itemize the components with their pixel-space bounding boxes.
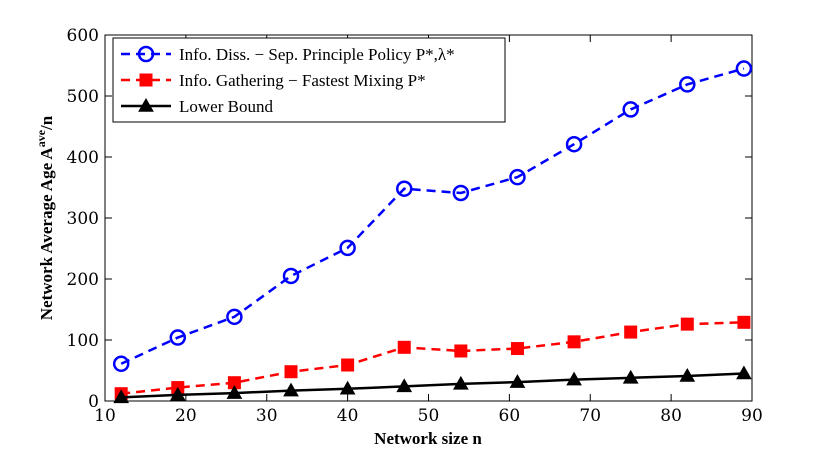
data-point-circle <box>226 308 243 326</box>
legend-label: Info. Gathering − Fastest Mixing P* <box>179 71 426 90</box>
data-point-triangle <box>283 382 299 397</box>
series-1 <box>112 60 753 373</box>
legend-item-2: Info. Gathering − Fastest Mixing P* <box>121 71 426 90</box>
y-tick-label: 300 <box>67 209 99 229</box>
y-axis-title-main: Network Average Age A <box>37 147 56 321</box>
x-tick-label: 30 <box>256 406 278 426</box>
axis-tick-labels: 10 20 30 40 50 60 70 80 90 0 100 200 300 400 500 600 <box>67 26 763 426</box>
data-point-circle <box>679 76 696 93</box>
legend-item-1: Info. Diss. − Sep. Principle Policy P*,λ… <box>121 45 455 64</box>
legend-marker-triangle <box>138 97 154 112</box>
data-point-circle <box>452 184 470 202</box>
data-point-circle <box>339 239 356 257</box>
x-tick-label: 80 <box>660 406 682 426</box>
data-point-triangle <box>509 374 526 388</box>
x-tick-label: 60 <box>499 406 521 426</box>
data-point-square <box>284 365 298 379</box>
data-point-triangle <box>113 389 130 404</box>
x-tick-label: 20 <box>175 406 197 426</box>
legend-label: Lower Bound <box>179 97 273 116</box>
data-point-triangle <box>169 386 186 401</box>
data-point-square <box>454 344 468 358</box>
data-point-square <box>624 325 638 339</box>
data-point-triangle <box>622 369 639 384</box>
x-tick-label: 50 <box>418 406 440 426</box>
data-point-square <box>737 315 751 329</box>
series-line <box>121 372 744 399</box>
data-point-square <box>567 335 581 349</box>
series-line <box>121 321 744 395</box>
data-point-triangle <box>566 371 582 386</box>
data-point-triangle <box>339 380 356 395</box>
data-point-circle <box>735 60 753 77</box>
data-point-square <box>397 340 411 354</box>
legend-item-3: Lower Bound <box>121 97 273 116</box>
data-point-circle <box>395 180 413 197</box>
data-point-circle <box>112 355 130 373</box>
legend-marker-circle <box>137 45 155 63</box>
x-tick-label: 90 <box>741 406 763 426</box>
y-axis-title-superscript: ave <box>34 129 48 147</box>
legend: Info. Diss. − Sep. Principle Policy P*,λ… <box>112 37 506 123</box>
y-axis-title: Network Average Age Aave/n <box>34 115 56 320</box>
series-layer <box>112 60 753 404</box>
data-point-circle <box>282 267 300 285</box>
x-axis-title: Network size n <box>374 429 482 448</box>
x-tick-label: 40 <box>337 406 359 426</box>
data-point-triangle <box>226 385 243 399</box>
legend-marker-square <box>139 73 153 87</box>
data-point-circle <box>565 135 583 153</box>
data-point-triangle <box>452 375 469 390</box>
data-point-circle <box>169 329 187 346</box>
data-point-triangle <box>736 365 752 380</box>
data-point-square <box>341 358 355 372</box>
series-2 <box>114 315 751 401</box>
data-point-square <box>510 342 524 356</box>
series-3 <box>113 365 752 404</box>
data-point-circle <box>509 168 526 186</box>
data-point-triangle <box>679 367 696 382</box>
y-tick-label: 0 <box>88 392 99 412</box>
data-point-square <box>680 317 694 331</box>
data-point-circle <box>622 101 639 118</box>
legend-items: Info. Diss. − Sep. Principle Policy P*,λ… <box>121 45 455 116</box>
y-tick-label: 500 <box>67 87 99 107</box>
x-tick-label: 70 <box>579 406 601 426</box>
data-point-triangle <box>396 378 413 393</box>
legend-box <box>112 37 506 123</box>
legend-label: Info. Diss. − Sep. Principle Policy P*,λ… <box>179 45 455 64</box>
y-tick-label: 400 <box>67 148 99 168</box>
x-tick-label: 10 <box>94 406 116 426</box>
y-axis-title-suffix: /n <box>37 115 56 131</box>
series-line <box>120 67 745 365</box>
y-tick-label: 100 <box>67 331 99 351</box>
y-tick-label: 200 <box>67 270 99 290</box>
y-tick-label: 600 <box>67 26 99 46</box>
